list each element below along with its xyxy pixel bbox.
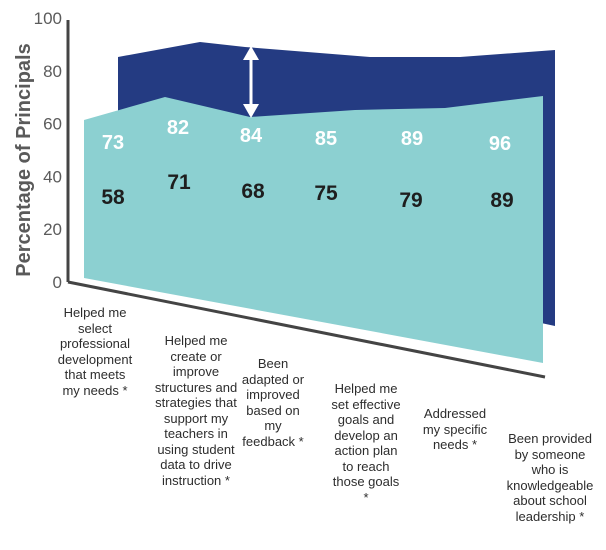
data-label-back: 85 (315, 128, 337, 150)
data-label-front: 71 (167, 171, 191, 194)
y-tick-label: 40 (43, 167, 62, 186)
y-ticks: 0 20 40 60 80 100 (34, 9, 62, 292)
data-label-back: 89 (401, 128, 423, 150)
x-axis-line (67, 280, 546, 379)
y-axis-label: Percentage of Principals (13, 43, 35, 276)
data-labels: 73 82 84 85 89 96 58 71 68 75 79 89 (101, 117, 513, 212)
y-tick-label: 20 (43, 220, 62, 239)
category-label: Helped me create or improve structures a… (154, 333, 238, 488)
category-label: Helped me set effective goals and develo… (331, 381, 401, 505)
data-label-front: 79 (399, 189, 422, 212)
arrow-head-down (243, 104, 259, 118)
arrow-head-up (243, 46, 259, 60)
category-label: Helped me select professional developmen… (57, 305, 133, 398)
category-label: Addressed my specific needs * (422, 406, 488, 452)
category-label: Been provided by someone who is knowledg… (506, 431, 594, 524)
data-label-front: 89 (490, 189, 513, 212)
y-tick-label: 100 (34, 9, 62, 28)
areas (84, 42, 555, 363)
series-area-front (84, 96, 543, 363)
data-label-back: 73 (102, 132, 124, 154)
data-label-back: 82 (167, 117, 189, 139)
data-label-front: 75 (314, 182, 338, 205)
data-label-back: 96 (489, 133, 511, 155)
y-tick-label: 0 (53, 273, 62, 292)
gap-arrow (243, 46, 259, 118)
data-label-front: 68 (241, 180, 265, 203)
category-label: Been adapted or improved based on my fee… (241, 356, 305, 449)
axes: Percentage of Principals (13, 20, 546, 379)
y-tick-label: 60 (43, 115, 62, 134)
data-label-front: 58 (101, 186, 125, 209)
y-tick-label: 80 (43, 62, 62, 81)
data-label-back: 84 (240, 125, 263, 147)
